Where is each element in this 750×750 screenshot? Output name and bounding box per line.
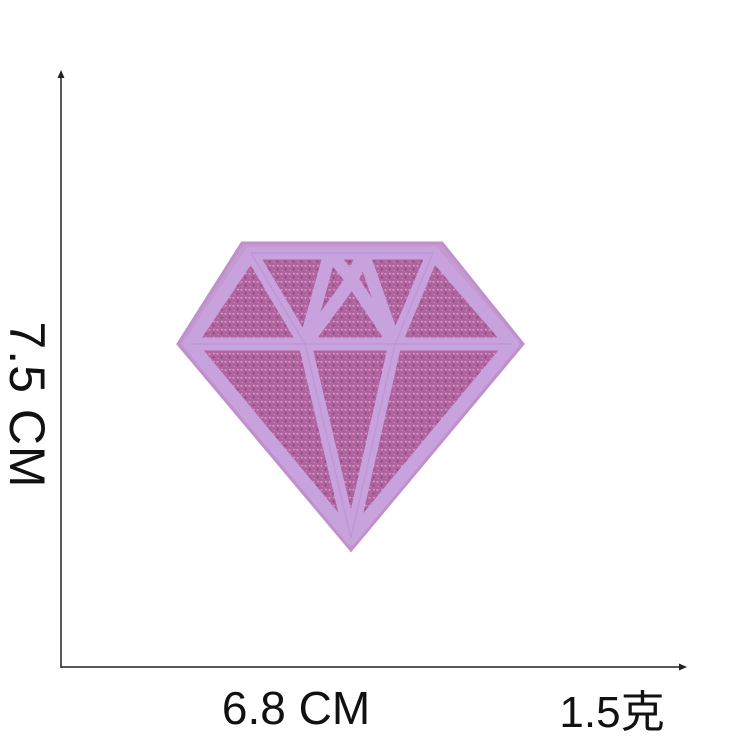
diamond-icon	[176, 241, 525, 553]
patch-glitter	[186, 249, 515, 540]
weight-label: 1.5克	[559, 688, 665, 737]
vertical-axis-arrow	[57, 70, 65, 78]
width-dimension-label: 6.8 CM	[221, 682, 371, 734]
height-dimension-label: 7.5 CM	[0, 321, 55, 489]
horizontal-axis-arrow	[679, 663, 687, 671]
